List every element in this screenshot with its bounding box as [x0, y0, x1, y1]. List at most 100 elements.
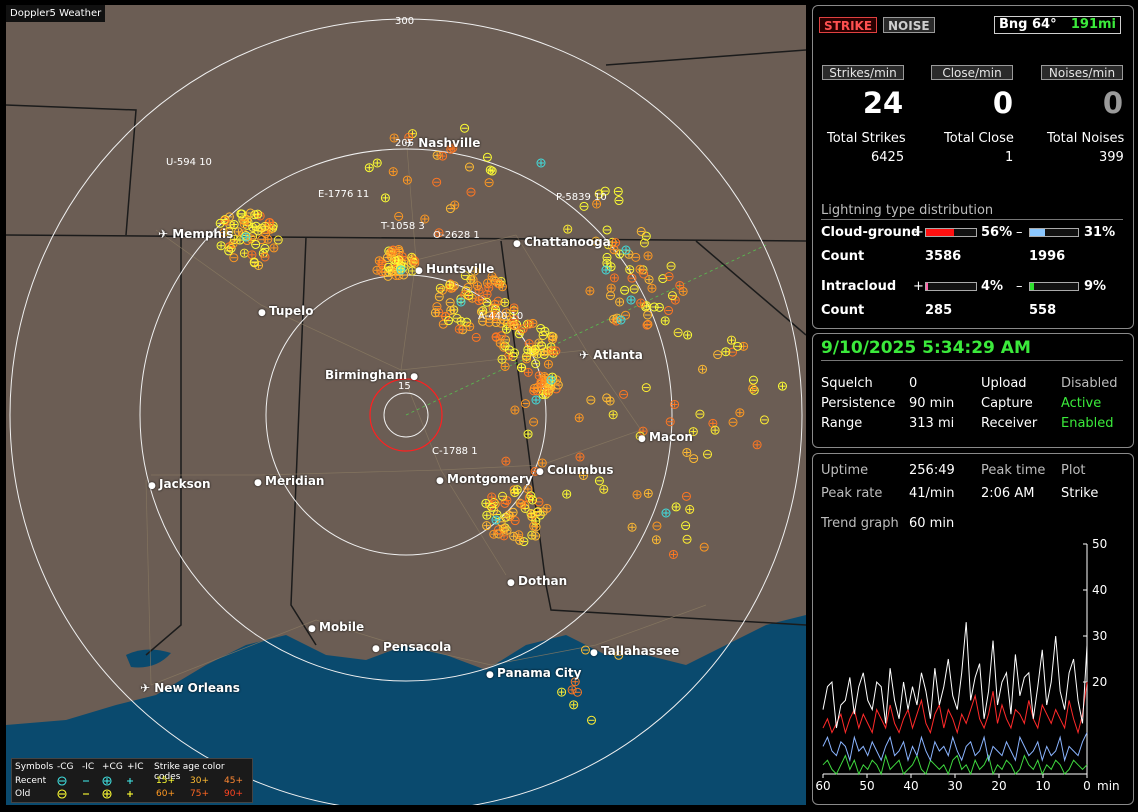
- strike-symbol: [478, 316, 488, 326]
- strike-tab[interactable]: STRIKE: [819, 17, 878, 33]
- storm-label[interactable]: T-1058 3: [381, 221, 425, 232]
- persistence-value[interactable]: 90 min: [909, 396, 955, 411]
- strike-symbol: [444, 316, 454, 326]
- city-dot-icon: ●: [507, 578, 518, 588]
- strike-symbol: [485, 165, 495, 175]
- strikes-per-min-button[interactable]: Strikes/min: [822, 65, 904, 80]
- strike-symbol: [666, 261, 676, 271]
- legend-symbol-icons: [57, 776, 133, 799]
- x-tick-label: 40: [903, 779, 918, 793]
- strikes-per-min-value: 24: [862, 86, 904, 120]
- squelch-label: Squelch: [821, 376, 873, 391]
- capture-value[interactable]: Active: [1061, 396, 1102, 411]
- storm-label[interactable]: O-2628 1: [433, 230, 480, 241]
- strike-symbol: [537, 458, 547, 468]
- strike-symbol: [695, 409, 705, 419]
- legend-age: 75+: [190, 789, 209, 799]
- ic-positive-count: 285: [925, 303, 953, 318]
- recent-strike-symbol: [241, 232, 251, 242]
- city-dot-icon: ●: [436, 476, 447, 486]
- bearing-readout: Bng 64° 191mi: [994, 16, 1121, 34]
- ic-negative-bar: [1029, 282, 1079, 291]
- strike-symbol: [518, 324, 528, 334]
- strike-symbol: [759, 415, 769, 425]
- total-close-label: Total Close: [944, 131, 1014, 146]
- trend-series-line: [822, 681, 1088, 735]
- city-dot-icon: ●: [486, 670, 497, 680]
- strike-symbol: [474, 285, 484, 295]
- airport-icon: ✈: [140, 681, 155, 695]
- receiver-value[interactable]: Enabled: [1061, 416, 1114, 431]
- trend-graph-value[interactable]: 60 min: [909, 516, 955, 531]
- recent-strike-symbol: [626, 295, 636, 305]
- storm-label[interactable]: P-5839 10: [556, 192, 607, 203]
- strike-symbol: [539, 347, 549, 357]
- strike-symbol: [502, 496, 512, 506]
- strike-symbol: [216, 241, 226, 251]
- strike-symbol: [574, 413, 584, 423]
- lightning-map[interactable]: Doppler5 Weather 300 205 15 ✈ Nashville ✈…: [6, 5, 806, 805]
- strike-symbol: [664, 306, 674, 316]
- ic-negative-count: 558: [1029, 303, 1057, 318]
- noise-tab[interactable]: NOISE: [883, 17, 935, 33]
- strike-symbol: [497, 282, 507, 292]
- peak-rate-value: 41/min: [909, 486, 955, 501]
- strike-symbol: [487, 492, 497, 502]
- city-name: Jackson: [159, 477, 211, 491]
- strike-symbol: [484, 178, 494, 188]
- strike-symbol: [497, 491, 507, 501]
- cg-positive-count: 3586: [925, 249, 962, 264]
- roads: [145, 134, 707, 686]
- total-noises-label: Total Noises: [1047, 131, 1125, 146]
- recent-strike-symbol: [621, 245, 631, 255]
- strike-symbol: [460, 123, 470, 133]
- strike-symbol: [523, 367, 533, 377]
- divider: [821, 360, 1123, 361]
- strike-symbol: [402, 175, 412, 185]
- close-per-min-button[interactable]: Close/min: [931, 65, 1013, 80]
- map-canvas[interactable]: [6, 5, 806, 805]
- city-new-orleans: ✈ New Orleans: [140, 681, 240, 695]
- strike-symbol: [249, 257, 259, 267]
- squelch-value[interactable]: 0: [909, 376, 918, 391]
- plus-sign: +: [913, 279, 924, 294]
- strike-symbol: [445, 204, 455, 214]
- strike-symbol: [529, 417, 539, 427]
- strike-symbol: [372, 265, 382, 275]
- city-name: Huntsville: [426, 262, 495, 276]
- city-mobile: ● Mobile: [308, 620, 364, 634]
- strike-symbol: [432, 177, 442, 187]
- storm-label[interactable]: C-1788 1: [432, 446, 478, 457]
- recent-strike-symbol: [616, 315, 626, 325]
- noises-per-min-button[interactable]: Noises/min: [1041, 65, 1123, 80]
- storm-label[interactable]: E-1776 11: [318, 189, 370, 200]
- strike-symbol: [681, 521, 691, 531]
- peak-time-value: 2:06 AM: [981, 486, 1035, 501]
- cg-negative-pct: 31%: [1084, 225, 1116, 240]
- close-per-min-value: 0: [992, 86, 1014, 120]
- strike-symbol: [752, 440, 762, 450]
- strike-symbol: [543, 359, 553, 369]
- strike-symbol: [239, 219, 249, 229]
- plot-label: Plot: [1061, 463, 1086, 478]
- city-name: Mobile: [319, 620, 365, 634]
- range-value[interactable]: 313 mi: [909, 416, 955, 431]
- city-pensacola: ● Pensacola: [372, 640, 451, 654]
- plot-value[interactable]: Strike: [1061, 486, 1099, 501]
- strike-symbol: [544, 384, 554, 394]
- strike-symbol: [727, 335, 737, 345]
- strike-symbol: [627, 522, 637, 532]
- strike-symbol: [263, 234, 273, 244]
- strike-symbol: [509, 531, 519, 541]
- x-tick-label: 50: [859, 779, 874, 793]
- strike-symbol: [643, 251, 653, 261]
- upload-value[interactable]: Disabled: [1061, 376, 1118, 391]
- strike-symbol: [721, 347, 731, 357]
- strike-symbol: [476, 307, 486, 317]
- strike-symbol: [541, 376, 551, 386]
- storm-label[interactable]: U-594 10: [166, 157, 212, 168]
- total-strikes-value: 6425: [871, 150, 905, 165]
- strike-symbol: [728, 417, 738, 427]
- storm-label[interactable]: A-440 10: [478, 311, 524, 322]
- strike-symbol: [472, 281, 482, 291]
